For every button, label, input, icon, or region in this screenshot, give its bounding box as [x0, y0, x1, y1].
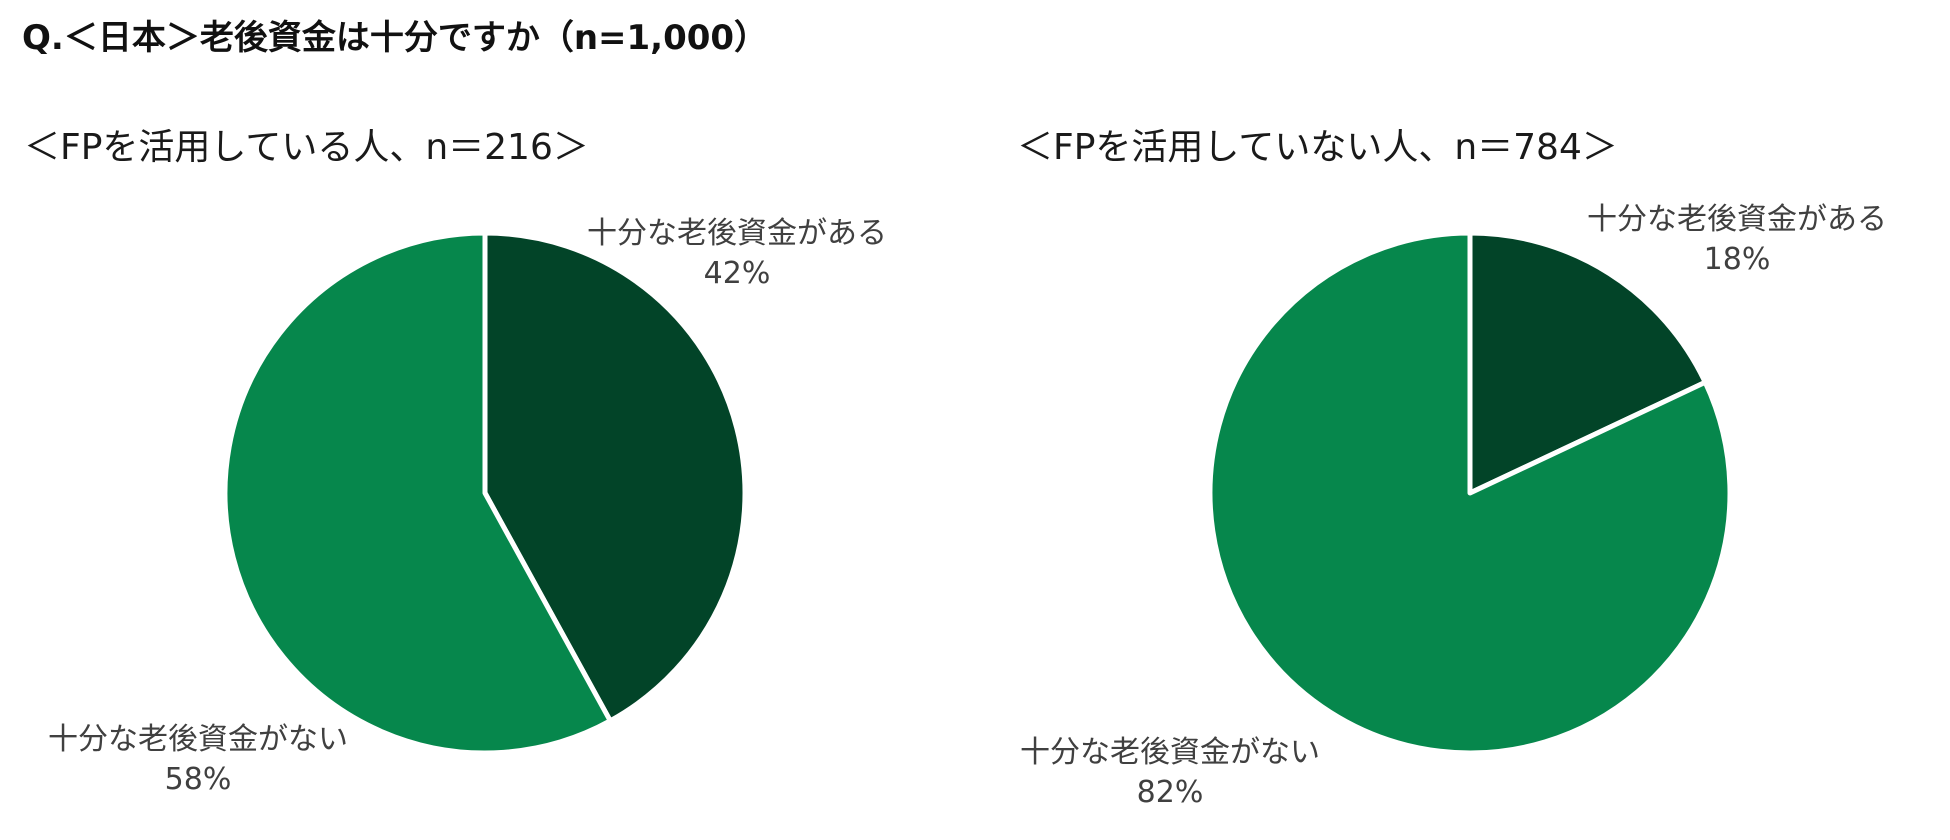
pie-slice-not-enough [222, 230, 613, 756]
slice-label-text: 十分な老後資金がある [587, 216, 887, 251]
slice-label-not-enough: 十分な老後資金がない 58% [48, 720, 348, 800]
slice-value-label: 42% [703, 256, 771, 291]
slice-value-label: 82% [1136, 775, 1204, 810]
chart-title: ＜FPを活用している人、n＝216＞ [24, 127, 589, 168]
slice-label-text: 十分な老後資金がある [1587, 202, 1887, 237]
pie-slice-have-enough [1467, 230, 1708, 496]
slice-value-label: 58% [164, 762, 232, 797]
pie-slice-not-enough [1207, 230, 1733, 756]
slice-label-not-enough: 十分な老後資金がない 82% [1020, 733, 1320, 813]
slice-label-have-enough: 十分な老後資金がある 42% [587, 214, 887, 294]
slice-label-text: 十分な老後資金がない [48, 722, 348, 757]
slice-label-text: 十分な老後資金がない [1020, 735, 1320, 770]
slice-label-have-enough: 十分な老後資金がある 18% [1587, 200, 1887, 280]
pie-chart-non-fp-users: ＜FPを活用していない人、n＝784＞ 十分な老後資金がある 18% 十分な老後… [975, 0, 1950, 840]
pie-chart-fp-users: ＜FPを活用している人、n＝216＞ 十分な老後資金がある 42% 十分な老後資… [24, 127, 887, 800]
question-title: Q.＜日本＞老後資金は十分ですか（n=1,000） [22, 18, 769, 58]
slice-value-label: 18% [1703, 242, 1771, 277]
pie-svg [1207, 230, 1733, 756]
pie-svg [222, 230, 748, 756]
pie-slice-have-enough [482, 230, 748, 724]
chart-title: ＜FPを活用していない人、n＝784＞ [1017, 127, 1618, 168]
